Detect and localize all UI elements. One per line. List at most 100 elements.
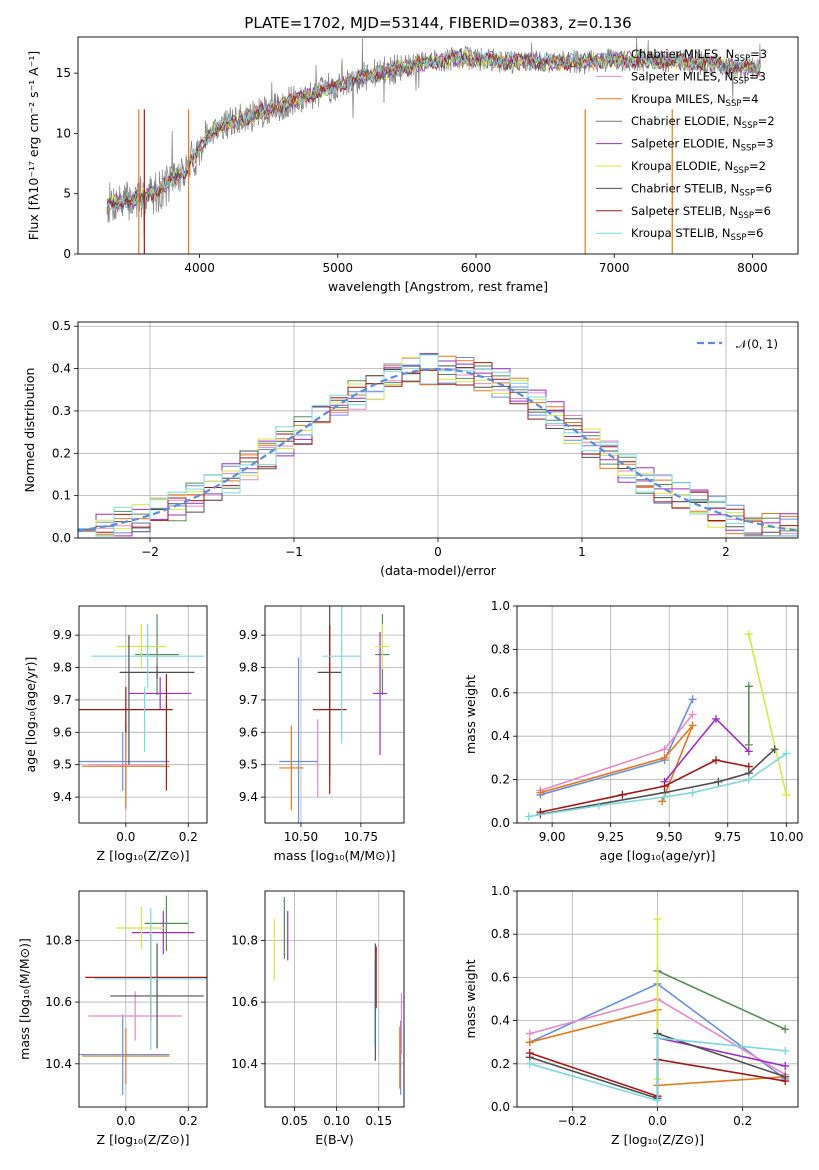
y-tick-label: 10.6 — [231, 995, 258, 1009]
axes-frame — [516, 605, 799, 824]
errorbar-salpeter_miles — [88, 991, 183, 1041]
y-tick-label: 10.4 — [231, 1057, 258, 1071]
panel-age-vs-Z: 0.0 0.2 9.4 9.5 9.6 9.7 9.8 9.9 Z [log₁₀(Z/Z⊙)] a… — [23, 605, 208, 863]
legend-entry-label: Chabrier ELODIE, N — [631, 114, 742, 128]
plot-area — [79, 895, 207, 1095]
model-spectrum-kroupa_stelib — [106, 50, 761, 211]
y-axis-label: mass [log₁₀(M/M⊙)] — [17, 938, 32, 1060]
y-tick-label: 0 — [63, 247, 71, 261]
y-tick-label: 9.8 — [53, 661, 72, 675]
weight-marker — [712, 714, 721, 723]
weight-marker — [782, 749, 791, 758]
y-tick-label: 9.9 — [53, 628, 72, 642]
weight-marker — [688, 710, 697, 719]
legend-entry: Chabrier STELIB, NSSP=6 — [631, 181, 772, 198]
plot-area — [79, 614, 204, 811]
plot-area — [106, 37, 761, 254]
errorbar-salpeter_stelib — [79, 686, 173, 733]
weight-marker — [744, 775, 753, 784]
grid-lines — [265, 891, 404, 1107]
y-tick-label: 0.2 — [491, 1057, 510, 1071]
errorbar-kroupa_miles — [82, 724, 170, 809]
weight-line — [540, 724, 694, 802]
weight-marker — [688, 695, 697, 704]
y-tick-label: 10.4 — [45, 1057, 72, 1071]
y-tick-label: 0.6 — [491, 970, 510, 984]
weight-marker — [524, 812, 533, 821]
weight-marker — [653, 1033, 662, 1042]
legend-entry-label: Kroupa MILES, N — [631, 92, 726, 106]
x-tick-label: 0 — [434, 545, 442, 559]
y-tick-label: 0.8 — [491, 927, 510, 941]
x-tick-label: −2 — [141, 545, 159, 559]
legend-entry-sub: SSP — [731, 233, 747, 243]
x-tick-label: 0.0 — [648, 1114, 667, 1128]
y-tick-label: 10 — [56, 126, 71, 140]
legend-entry-label: Salpeter ELODIE, N — [631, 137, 741, 151]
legend-entry-sub: SSP — [741, 144, 757, 154]
errorbar-chabrier_elodie — [135, 614, 179, 696]
weight-marker — [653, 1096, 662, 1105]
weight-marker — [688, 788, 697, 797]
weight-marker — [660, 753, 669, 762]
y-tick-label: 9.5 — [239, 758, 258, 772]
y-tick-label: 10.8 — [45, 933, 72, 947]
panel-age-vs-mass: 10.50 10.75 9.4 9.5 9.6 9.7 9.8 9.9 mass [log₁₀(… — [239, 605, 405, 863]
weight-marker — [525, 1059, 534, 1068]
legend-entry: Salpeter STELIB, NSSP=6 — [631, 204, 771, 221]
weight-marker — [712, 756, 721, 765]
legend-entry-sub: SSP — [733, 166, 749, 176]
y-tick-label: 0.5 — [52, 319, 71, 333]
errorbar-kroupa_elodie — [116, 906, 167, 950]
weight-marker — [744, 762, 753, 771]
plot-area — [273, 897, 403, 1095]
weight-marker — [781, 1046, 790, 1055]
legend-entry-label: Chabrier MILES, N — [631, 47, 734, 61]
x-tick-label: 1 — [578, 545, 586, 559]
legend-entry-tail: =3 — [749, 69, 766, 83]
y-tick-label: 9.7 — [239, 693, 258, 707]
x-tick-label: 0.2 — [179, 1114, 198, 1128]
weight-series-kroupa_stelib — [524, 749, 791, 821]
y-tick-label: 0.4 — [52, 362, 71, 376]
panel-weight-vs-age: 9.00 9.25 9.50 9.75 10.00 0.0 0.2 0.4 0.6 0.8 1.0 a… — [463, 599, 803, 863]
weight-series-salpeter_elodie — [660, 714, 753, 786]
errorbar-chabrier_elodie — [144, 895, 189, 952]
legend-entry-sub: SSP — [726, 99, 742, 109]
weight-line — [657, 1037, 786, 1067]
y-tick-label: 5 — [63, 187, 71, 201]
y-tick-label: 1.0 — [491, 599, 510, 613]
errorbar-salpeter_elodie — [372, 631, 388, 755]
chart-title: PLATE=1702, MJD=53144, FIBERID=0383, z=0… — [244, 14, 631, 32]
x-tick-label: 9.00 — [539, 830, 566, 844]
legend-entry-label: Salpeter STELIB, N — [631, 204, 738, 218]
y-tick-label: 10.8 — [231, 933, 258, 947]
weight-marker — [744, 682, 753, 691]
errorbar-salpeter_elodie — [132, 911, 195, 955]
histogram-salpeter_stelib — [78, 362, 798, 537]
legend-entry-sub: SSP — [739, 188, 755, 198]
x-axis-label: age [log₁₀(age/yr)] — [600, 848, 716, 863]
legend-entry: Chabrier MILES, NSSP=3 — [631, 47, 767, 64]
weight-series-kroupa_stelib — [525, 1033, 790, 1105]
x-axis-label: mass [log₁₀(M/M⊙)] — [274, 848, 396, 863]
axes-frame — [78, 605, 208, 824]
panel-weight-vs-Z: −0.2 0.0 0.2 0.0 0.2 0.4 0.6 0.8 1.0 Z [log₁₀(Z/Z… — [463, 884, 799, 1147]
grid-lines — [517, 605, 798, 824]
weight-line — [657, 970, 786, 1030]
weight-marker — [653, 915, 662, 924]
errorbar-salpeter_stelib — [312, 625, 347, 794]
legend-entry: Chabrier ELODIE, NSSP=2 — [631, 114, 775, 131]
weight-marker — [536, 788, 545, 797]
legend-entry-tail: =4 — [741, 92, 758, 106]
y-tick-label: 1.0 — [491, 884, 510, 898]
x-tick-label: 7000 — [599, 261, 630, 275]
y-tick-label: 9.4 — [53, 790, 72, 804]
x-tick-label: 0.05 — [281, 1114, 308, 1128]
weight-series-kroupa_miles — [536, 721, 697, 806]
y-tick-label: 0.0 — [52, 531, 71, 545]
weight-marker — [782, 790, 791, 799]
histogram-kroupa_stelib — [78, 354, 798, 537]
